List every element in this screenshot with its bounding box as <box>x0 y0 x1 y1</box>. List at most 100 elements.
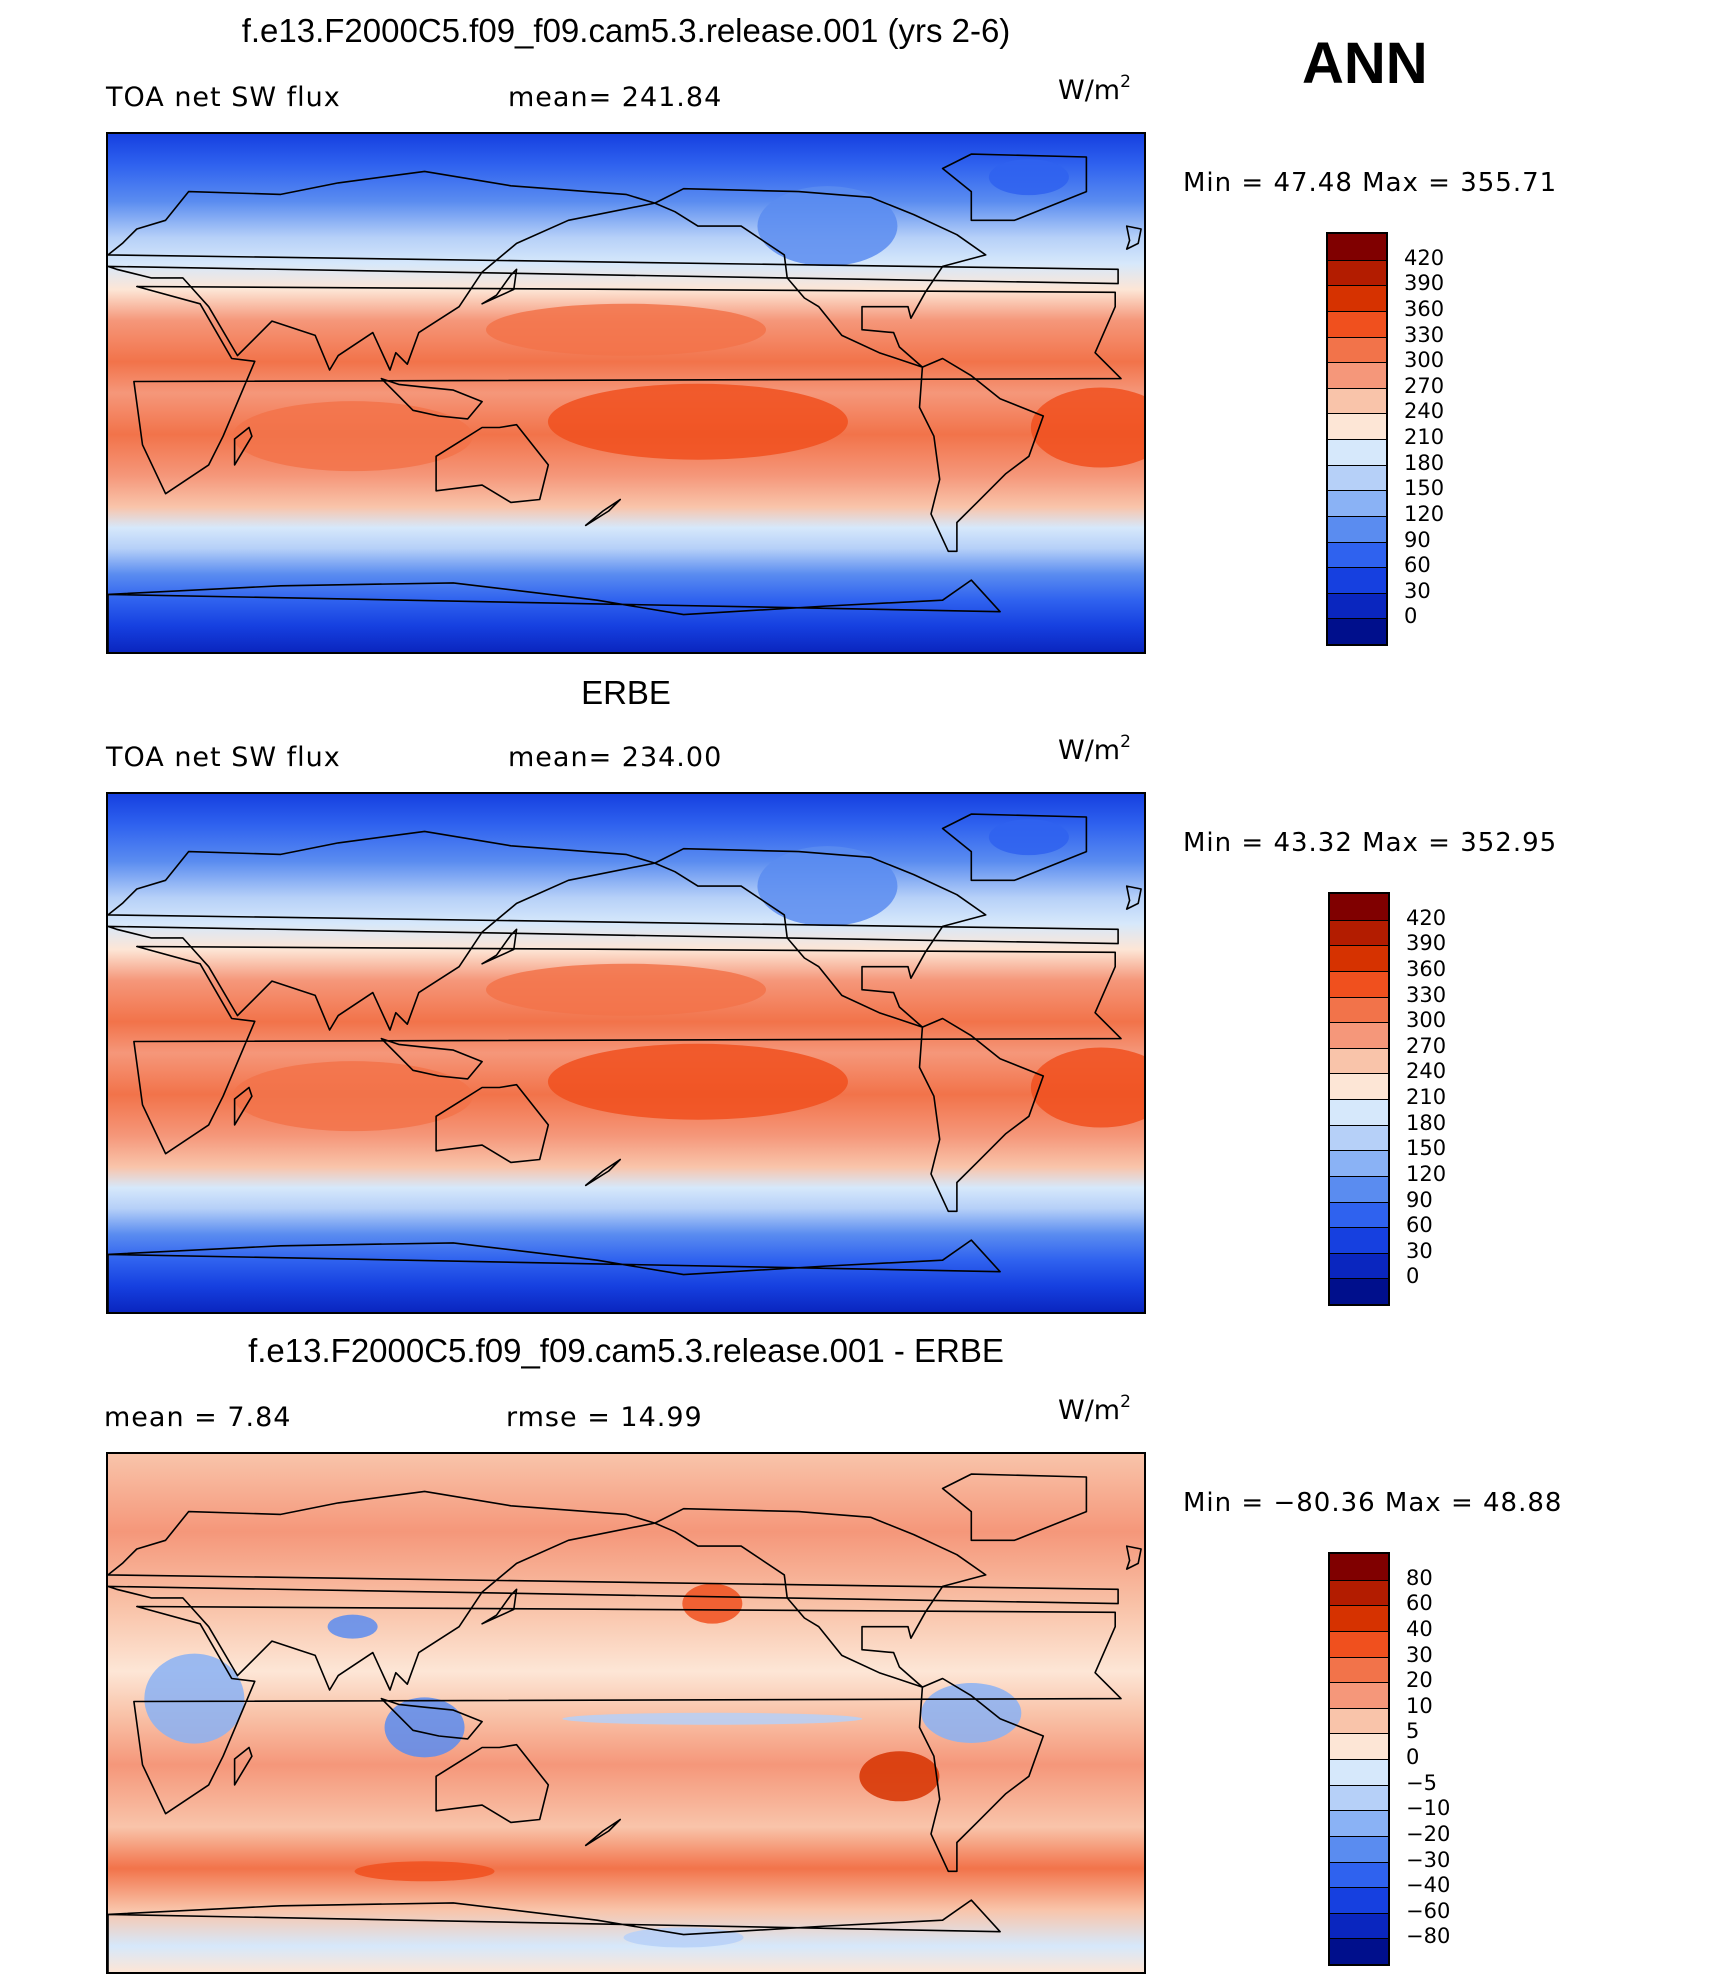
panel1-minmax: Min = 47.48 Max = 355.71 <box>1183 168 1558 198</box>
coastline-eurasia <box>108 170 1119 371</box>
map-contour-region <box>988 819 1069 856</box>
coastline-japan <box>481 928 518 965</box>
colorbar-swatch <box>1330 1124 1388 1151</box>
colorbar-tick-label: −10 <box>1406 1796 1451 1821</box>
colorbar-swatch <box>1328 336 1386 363</box>
colorbar-swatch <box>1330 1835 1388 1862</box>
panel2-map-svg <box>108 794 1144 1312</box>
map-contour-region <box>1030 1047 1144 1128</box>
coastline-north-america <box>654 187 987 368</box>
coastline-greenland <box>941 813 1088 882</box>
coastline-indonesia <box>380 1697 483 1740</box>
coastline-australia <box>435 1743 550 1824</box>
colorbar-tick-label: 420 <box>1406 905 1447 930</box>
colorbar-swatch <box>1330 1656 1388 1683</box>
coastline-antarctica <box>108 1899 1001 1972</box>
colorbar-swatch <box>1330 1810 1388 1836</box>
colorbar-swatch <box>1328 567 1386 593</box>
coastline-uk <box>1125 885 1142 910</box>
panel3-mean-label: mean = 7.84 <box>104 1402 292 1433</box>
colorbar-swatch <box>1328 439 1386 465</box>
colorbar-swatch <box>1328 464 1386 491</box>
panel1-mean-label: mean= 241.84 <box>508 82 723 113</box>
colorbar-tick-label: 90 <box>1406 1187 1433 1212</box>
coastline-new-zealand <box>584 1818 621 1847</box>
colorbar-swatch <box>1328 541 1386 568</box>
map-contour-region <box>384 1697 465 1758</box>
colorbar-swatch <box>1330 1733 1388 1759</box>
panel3-units: W/m2 <box>1058 1392 1131 1426</box>
colorbar-swatch <box>1328 362 1386 388</box>
map-contour-region <box>232 401 473 472</box>
colorbar-swatch <box>1330 1073 1388 1099</box>
panel1-variable-label: TOA net SW flux <box>106 82 341 113</box>
coastline-australia <box>435 423 550 504</box>
colorbar-tick-label: 80 <box>1406 1565 1433 1590</box>
colorbar-tick-label: 20 <box>1406 1668 1433 1693</box>
colorbar-swatch <box>1330 1759 1388 1785</box>
colorbar-tick-label: 210 <box>1406 1085 1447 1109</box>
coastline-japan <box>481 1588 518 1625</box>
colorbar-swatch <box>1330 1579 1388 1606</box>
coastline-south-america <box>918 1677 1045 1873</box>
coastline-north-america <box>654 847 987 1028</box>
coastline-new-zealand <box>584 498 621 527</box>
colorbar-swatch <box>1328 387 1386 414</box>
colorbar-tick-label: 30 <box>1404 578 1431 603</box>
colorbar-swatch <box>1330 996 1388 1023</box>
colorbar-swatch <box>1328 413 1386 439</box>
colorbar-tick-label: 180 <box>1404 450 1445 475</box>
panel2-map <box>106 792 1146 1314</box>
colorbar-tick-label: −30 <box>1406 1847 1451 1872</box>
panel3-minmax: Min = −80.36 Max = 48.88 <box>1183 1488 1563 1518</box>
colorbar-swatch <box>1330 1175 1388 1202</box>
map-contour-region <box>623 1927 744 1948</box>
colorbar-swatch <box>1330 1047 1388 1074</box>
colorbar-swatch <box>1330 1707 1388 1734</box>
colorbar-swatch <box>1330 1150 1388 1176</box>
map-contour-region <box>327 1614 378 1639</box>
panel1-map-svg <box>108 134 1144 652</box>
coastline-africa <box>133 1605 1122 1815</box>
map-contour-region <box>547 383 848 460</box>
colorbar-tick-label: 180 <box>1406 1110 1447 1135</box>
map-contour-region <box>144 1653 245 1744</box>
colorbar-tick-label: 30 <box>1406 1238 1433 1263</box>
panel1-map <box>106 132 1146 654</box>
colorbar-swatch <box>1330 1887 1388 1913</box>
colorbar-swatch <box>1328 618 1386 644</box>
panel1-title: f.e13.F2000C5.f09_f09.cam5.3.release.001… <box>241 12 1011 49</box>
colorbar-tick-label: 210 <box>1404 425 1445 449</box>
colorbar-swatch <box>1330 1227 1388 1253</box>
coastline-north-america <box>654 1507 987 1688</box>
colorbar-swatch <box>1330 1912 1388 1939</box>
colorbar-tick-label: 330 <box>1406 982 1447 1007</box>
colorbar-swatch <box>1330 1022 1388 1048</box>
panel3-title: f.e13.F2000C5.f09_f09.cam5.3.release.001… <box>248 1332 1004 1369</box>
coastline-uk <box>1125 225 1142 250</box>
colorbar-tick-label: 30 <box>1406 1642 1433 1667</box>
coastline-greenland <box>941 153 1088 222</box>
colorbar-tick-label: 90 <box>1404 527 1431 552</box>
colorbar-tick-label: 60 <box>1406 1213 1433 1238</box>
coastline-new-zealand <box>584 1158 621 1187</box>
colorbar-tick-label: 240 <box>1406 1059 1447 1084</box>
colorbar-tick-label: 0 <box>1404 604 1418 629</box>
coastline-south-america <box>918 1017 1045 1213</box>
colorbar-swatch <box>1330 1861 1388 1888</box>
colorbar-tick-label: 390 <box>1406 931 1447 956</box>
map-contour-region <box>547 1043 848 1120</box>
map-contour-region <box>988 159 1069 196</box>
coastline-madagascar <box>233 1746 253 1786</box>
colorbar-tick-label: 150 <box>1404 476 1445 501</box>
coastline-south-america <box>918 357 1045 553</box>
map-contour-region <box>682 1583 743 1624</box>
colorbar-swatch <box>1330 1784 1388 1811</box>
coastline-madagascar <box>233 426 253 466</box>
colorbar-swatch <box>1330 919 1388 946</box>
colorbar-swatch <box>1330 1099 1388 1125</box>
colorbar-tick-label: 360 <box>1404 296 1445 321</box>
panel2-title: ERBE <box>581 674 671 711</box>
colorbar-swatch <box>1330 970 1388 997</box>
panel3-rmse-label: rmse = 14.99 <box>506 1402 703 1433</box>
